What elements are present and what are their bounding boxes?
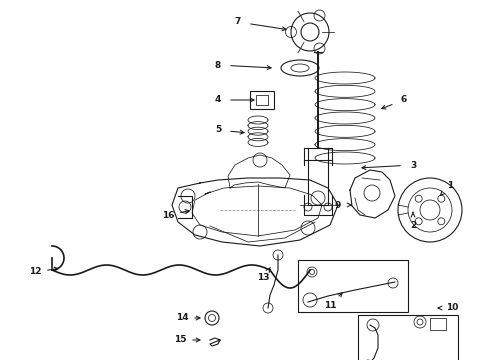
Text: 12: 12 [29, 267, 41, 276]
Text: 6: 6 [401, 95, 407, 104]
Bar [256, 95, 268, 105]
Text: 14: 14 [176, 314, 188, 323]
Text: 9: 9 [335, 201, 341, 210]
Text: 13: 13 [257, 274, 269, 283]
Bar [298, 260, 408, 312]
Text: 7: 7 [235, 18, 241, 27]
Bar [250, 91, 274, 109]
Text: 4: 4 [215, 95, 221, 104]
Text: 5: 5 [215, 126, 221, 135]
Text: 15: 15 [174, 336, 186, 345]
Text: 3: 3 [410, 161, 416, 170]
Text: 16: 16 [162, 211, 174, 220]
Text: 2: 2 [410, 220, 416, 230]
Bar [430, 318, 446, 330]
Text: 8: 8 [215, 60, 221, 69]
Bar [358, 315, 458, 360]
Text: 11: 11 [324, 301, 336, 310]
Text: 10: 10 [446, 303, 458, 312]
Text: 1: 1 [447, 180, 453, 189]
